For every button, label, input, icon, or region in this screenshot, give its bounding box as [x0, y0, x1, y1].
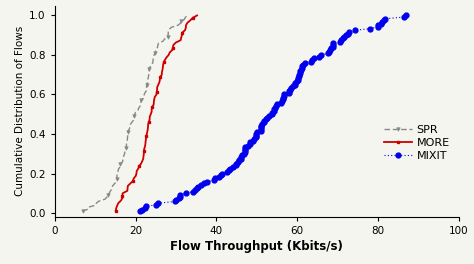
MORE: [178, 36, 184, 39]
Legend: SPR, MORE, MIXIT: SPR, MORE, MIXIT: [381, 121, 453, 165]
MIXIT: [237, 157, 243, 160]
MORE: [157, 76, 163, 79]
MORE: [146, 122, 151, 126]
SPR: [141, 93, 147, 96]
MORE: [113, 209, 118, 212]
Line: MIXIT: MIXIT: [138, 13, 409, 214]
MIXIT: [403, 14, 409, 17]
SPR: [117, 164, 123, 167]
MIXIT: [380, 20, 385, 23]
MORE: [155, 83, 161, 86]
SPR: [80, 209, 85, 213]
SPR: [114, 172, 120, 175]
MIXIT: [137, 210, 143, 213]
MORE: [154, 93, 159, 96]
MIXIT: [296, 75, 302, 78]
SPR: [165, 30, 171, 33]
SPR: [175, 24, 181, 27]
SPR: [185, 14, 191, 17]
MIXIT: [226, 169, 231, 172]
MIXIT: [316, 55, 322, 58]
Line: SPR: SPR: [81, 14, 189, 213]
MORE: [194, 14, 200, 17]
MORE: [154, 90, 160, 93]
Line: MORE: MORE: [114, 14, 199, 212]
X-axis label: Flow Throughput (Kbits/s): Flow Throughput (Kbits/s): [170, 240, 343, 253]
Y-axis label: Cumulative Distribution of Flows: Cumulative Distribution of Flows: [15, 26, 25, 196]
MIXIT: [278, 101, 284, 104]
SPR: [135, 109, 141, 112]
